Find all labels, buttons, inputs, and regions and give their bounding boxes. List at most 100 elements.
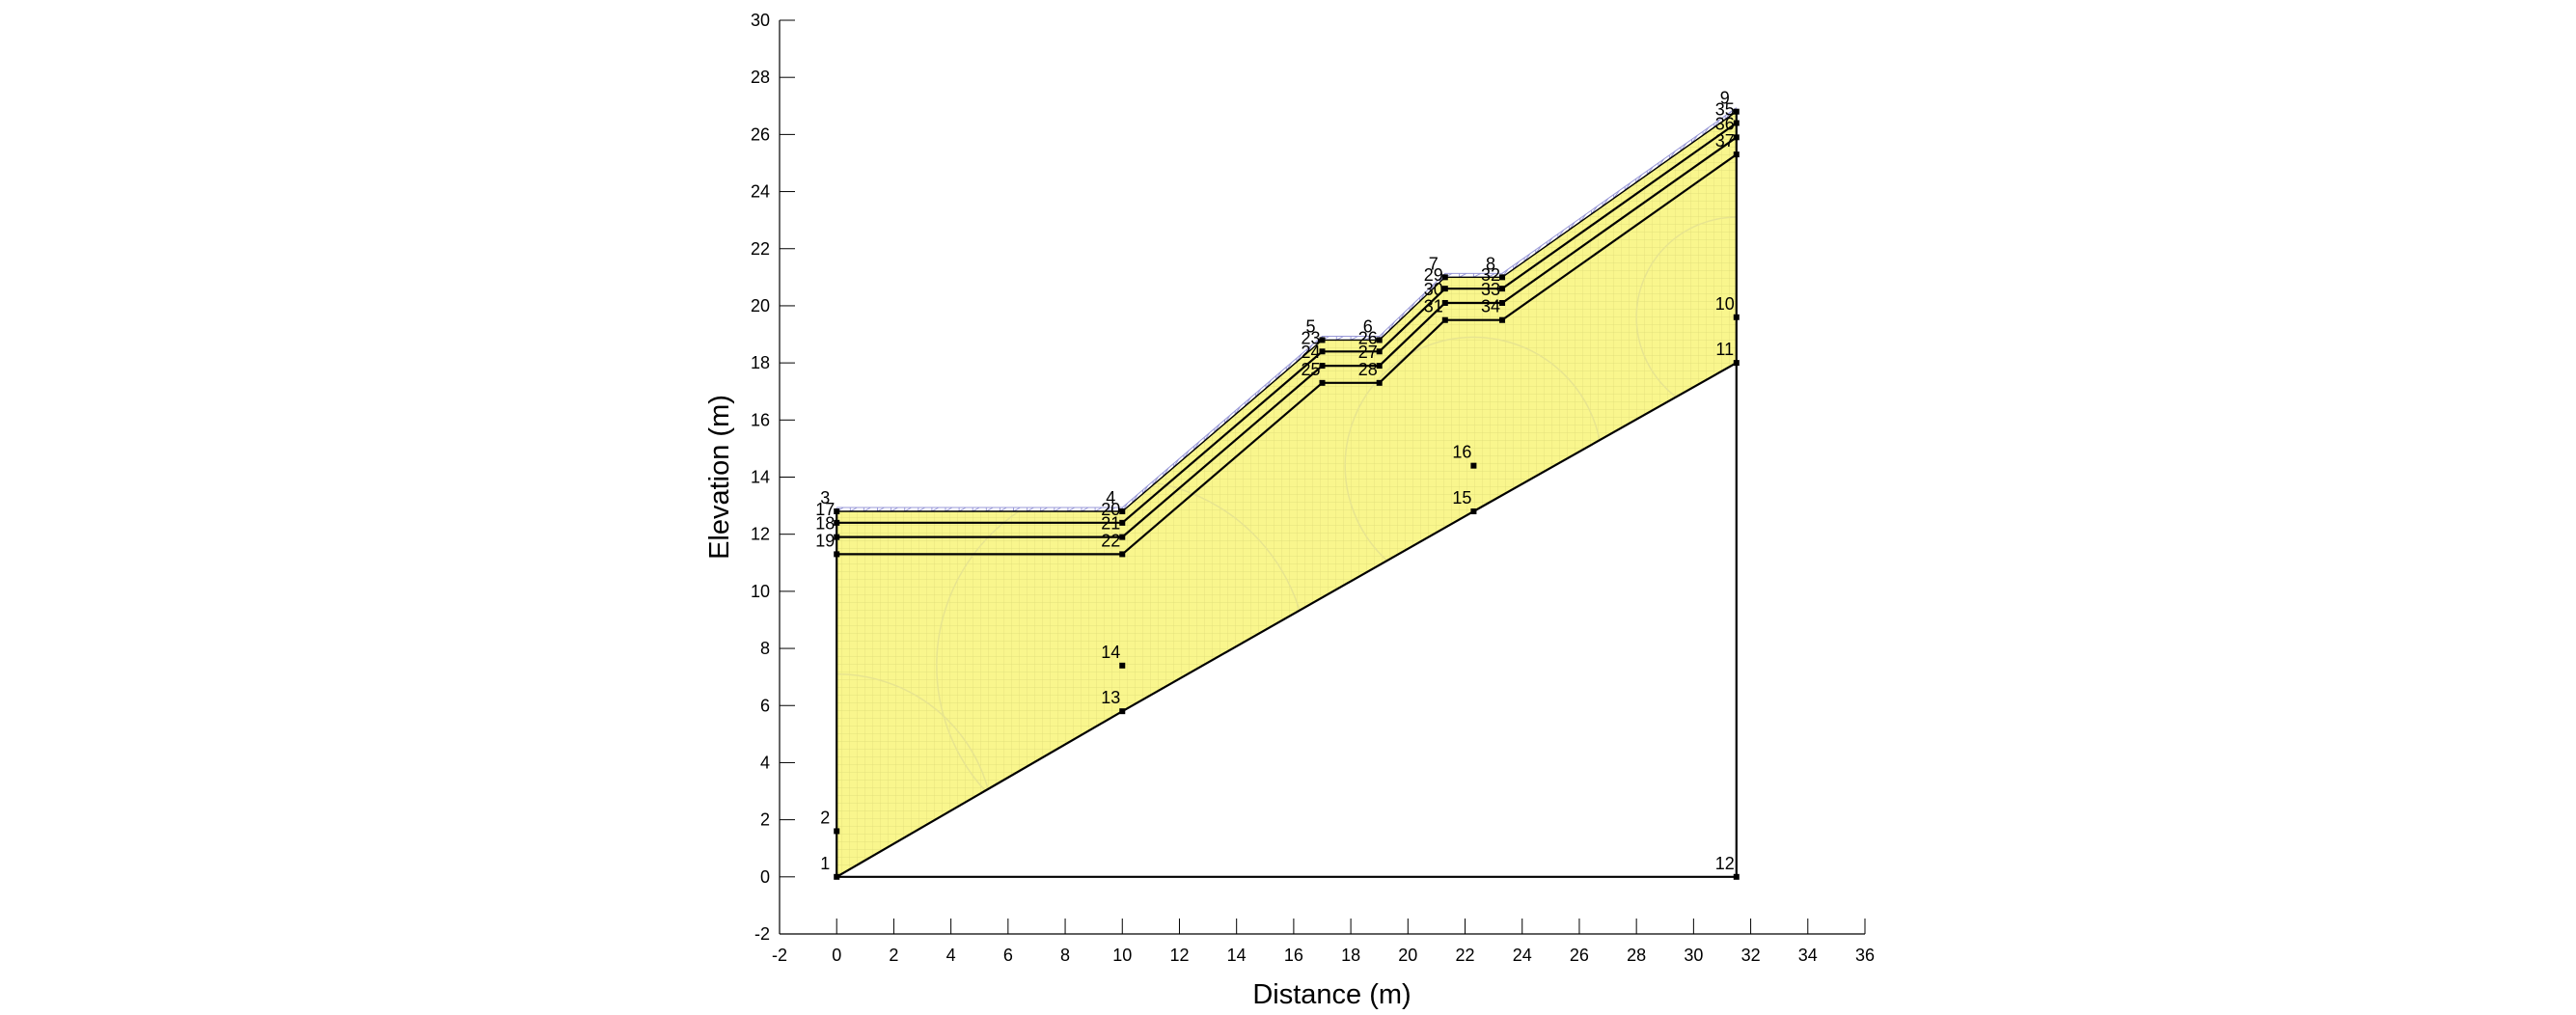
y-tick-label: 18 [751,353,770,372]
point-marker [1441,274,1448,281]
point-label: 22 [1101,531,1120,550]
point-marker [1499,299,1506,306]
point-label: 11 [1715,340,1734,359]
point-marker [1470,462,1477,469]
model-boundary-lines [836,111,1738,878]
soil-fill [836,111,1737,877]
point-label: 30 [1424,280,1443,299]
y-tick-label: 2 [760,810,770,830]
y-tick-label: 20 [751,296,770,315]
x-tick-label: 30 [1684,946,1703,965]
point-label: 16 [1452,443,1471,462]
point-label: 37 [1715,131,1735,151]
point-marker [834,508,840,515]
point-label: 18 [815,514,835,534]
x-tick-label: 12 [1169,946,1189,965]
x-tick-label: 6 [1003,946,1013,965]
surface-mesh-edge [1121,336,1323,508]
x-tick-label: 18 [1341,946,1360,965]
point-label: 25 [1301,360,1320,379]
point-label: 34 [1481,297,1500,316]
point-label: 24 [1301,343,1320,362]
x-axis-ticks: -2 0 2 4 6 8 10 12 14 16 18 20 22 24 26 28 30 32 34 36 [772,919,1875,965]
point-marker [1441,286,1448,292]
point-marker [1441,299,1448,306]
point-label: 21 [1101,514,1120,534]
x-tick-label: 28 [1627,946,1646,965]
x-tick-label: 8 [1060,946,1070,965]
point-marker [1499,316,1506,323]
point-marker [1733,314,1740,320]
boundary-line [836,362,1738,878]
y-tick-label: -2 [754,924,770,944]
x-tick-label: 0 [832,946,841,965]
point-label: 14 [1101,643,1120,662]
point-label: 3 [820,488,830,508]
point-marker [1733,873,1740,880]
point-label: 36 [1715,114,1735,133]
point-label: 9 [1720,89,1730,108]
surface-mesh-edge [1379,272,1446,337]
point-marker [1119,551,1126,558]
y-tick-label: 24 [751,182,770,202]
point-marker [834,519,840,526]
point-marker [1119,662,1126,669]
y-tick-label: 12 [751,525,770,544]
point-label: 15 [1452,488,1471,508]
point-marker [1376,363,1383,370]
point-label: 13 [1101,688,1120,707]
point-label: 33 [1481,280,1500,299]
point-label: 20 [1101,500,1120,519]
point-marker [1733,134,1740,141]
point-label: 6 [1363,316,1373,336]
point-marker [1119,508,1126,515]
point-label: 19 [815,531,835,550]
point-marker [1733,108,1740,115]
x-tick-label: 32 [1741,946,1761,965]
point-marker [1119,534,1126,540]
point-marker [1319,363,1326,370]
point-marker [1319,337,1326,343]
y-tick-label: 26 [751,124,770,144]
y-axis-title: Elevation (m) [704,395,735,560]
point-label: 8 [1486,254,1495,273]
point-label: 32 [1481,265,1500,285]
y-tick-label: 4 [760,753,770,772]
point-label: 12 [1715,854,1735,873]
point-label: 5 [1305,316,1315,336]
y-tick-label: 14 [751,468,770,487]
x-tick-label: 34 [1798,946,1818,965]
point-marker [1733,120,1740,126]
y-tick-label: 22 [751,239,770,259]
point-label: 28 [1358,360,1378,379]
x-tick-label: 4 [946,946,956,965]
point-marker [1499,286,1506,292]
point-marker [1441,316,1448,323]
point-label: 10 [1715,294,1735,314]
y-tick-label: 30 [751,11,770,30]
point-marker [1119,519,1126,526]
x-tick-label: 2 [889,946,898,965]
point-marker [1470,508,1477,515]
point-label: 4 [1106,488,1115,508]
point-label: 17 [815,500,835,519]
surface-mesh-edge [1501,107,1738,274]
x-tick-label: 36 [1855,946,1875,965]
y-tick-label: 10 [751,582,770,601]
point-label: 31 [1424,297,1443,316]
point-marker [1376,348,1383,355]
point-label: 35 [1715,100,1735,120]
x-tick-label: 10 [1112,946,1132,965]
y-tick-label: 28 [751,68,770,87]
x-tick-label: -2 [772,946,787,965]
point-label: 7 [1429,254,1439,273]
x-tick-label: 26 [1570,946,1589,965]
point-marker [834,551,840,558]
y-tick-label: 0 [760,867,770,887]
point-marker [834,873,840,880]
point-label: 1 [820,854,830,873]
point-label: 23 [1301,328,1320,347]
x-tick-label: 14 [1227,946,1247,965]
